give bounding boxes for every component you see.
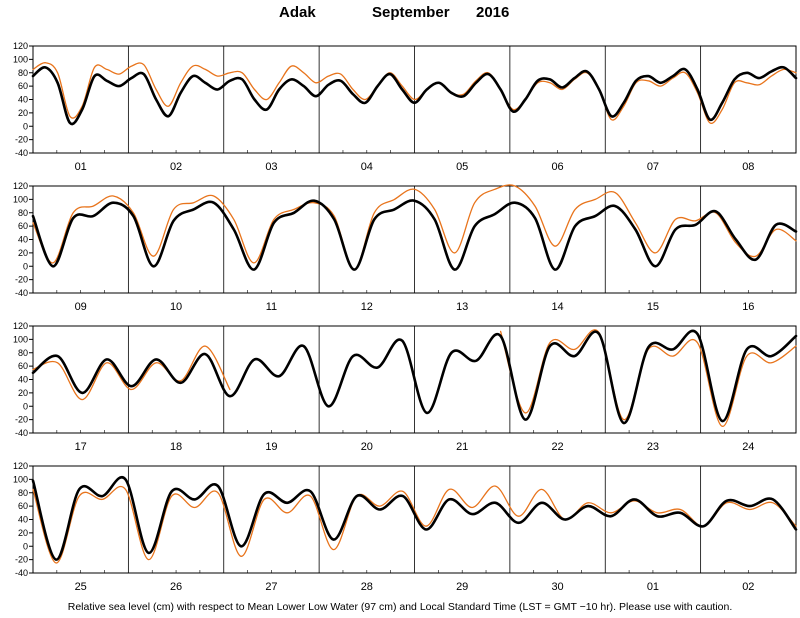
day-label: 09 xyxy=(75,301,87,313)
y-tick-label: 20 xyxy=(18,528,28,538)
y-tick-label: -20 xyxy=(15,275,28,285)
day-label: 27 xyxy=(265,581,277,593)
y-tick-label: -20 xyxy=(15,415,28,425)
y-tick-label: 60 xyxy=(18,221,28,231)
y-tick-label: -40 xyxy=(15,428,28,438)
y-tick-label: -20 xyxy=(15,555,28,565)
y-tick-label: 0 xyxy=(23,401,28,411)
day-label: 11 xyxy=(266,301,277,313)
observed-series-line xyxy=(32,62,797,125)
y-tick-label: -40 xyxy=(15,568,28,578)
day-label: 10 xyxy=(170,301,182,313)
observed-series-line xyxy=(32,184,797,271)
y-tick-label: 0 xyxy=(23,121,28,131)
day-label: 04 xyxy=(361,161,373,173)
station-name: Adak xyxy=(279,4,316,21)
panel-2: -40 -20 0 20 40 60 80 100 120 09 10 11 12 13 14 15 16 xyxy=(13,181,798,313)
panel-4: -40 -20 0 20 40 60 80 100 120 25 26 27 28 29 30 01 02 xyxy=(13,461,798,593)
y-tick-label: 120 xyxy=(13,321,28,331)
y-tick-label: 80 xyxy=(18,488,28,498)
day-label: 01 xyxy=(647,581,659,593)
footer-note: Relative sea level (cm) with respect to … xyxy=(67,601,733,613)
panel-3: -40 -20 0 20 40 60 80 100 120 17 18 19 20 21 22 23 24 xyxy=(13,321,798,453)
y-tick-label: 20 xyxy=(18,248,28,258)
day-label: 19 xyxy=(265,441,277,453)
day-label: 18 xyxy=(170,441,182,453)
day-label: 21 xyxy=(456,441,468,453)
y-tick-label: 120 xyxy=(13,181,28,191)
y-tick-label: 80 xyxy=(18,348,28,358)
y-tick-label: 40 xyxy=(18,235,28,245)
y-tick-label: 20 xyxy=(18,388,28,398)
observed-series-line xyxy=(499,329,797,427)
y-tick-label: 40 xyxy=(18,515,28,525)
y-tick-label: 80 xyxy=(18,68,28,78)
day-label: 06 xyxy=(551,161,563,173)
predicted-series-line xyxy=(31,329,798,425)
day-label: 15 xyxy=(647,301,659,313)
y-tick-label: 120 xyxy=(13,41,28,51)
y-tick-label: 100 xyxy=(13,334,28,344)
chart-title: Adak September 2016 xyxy=(0,4,800,26)
day-label: 02 xyxy=(170,161,182,173)
y-tick-label: 0 xyxy=(23,541,28,551)
y-tick-label: 60 xyxy=(18,361,28,371)
day-label: 12 xyxy=(361,301,373,313)
title-year: 2016 xyxy=(476,4,510,21)
y-tick-label: 80 xyxy=(18,208,28,218)
day-label: 05 xyxy=(456,161,468,173)
day-label: 13 xyxy=(456,301,468,313)
day-label: 28 xyxy=(361,581,373,593)
y-tick-label: 40 xyxy=(18,95,28,105)
predicted-series-line xyxy=(31,199,798,271)
predicted-series-line xyxy=(31,476,798,561)
y-tick-label: -40 xyxy=(15,148,28,158)
y-tick-label: 100 xyxy=(13,194,28,204)
day-label: 03 xyxy=(265,161,277,173)
day-label: 07 xyxy=(647,161,659,173)
y-tick-label: -20 xyxy=(15,135,28,145)
day-label: 22 xyxy=(551,441,563,453)
y-tick-label: 100 xyxy=(13,474,28,484)
day-label: 17 xyxy=(75,441,87,453)
y-tick-label: 120 xyxy=(13,461,28,471)
day-label: 02 xyxy=(742,581,754,593)
y-tick-label: -40 xyxy=(15,288,28,298)
panel-1: -40 -20 0 20 40 60 80 100 120 01 02 03 04 05 06 07 08 xyxy=(13,41,798,173)
day-label: 16 xyxy=(742,301,754,313)
day-label: 20 xyxy=(361,441,373,453)
y-tick-label: 100 xyxy=(13,54,28,64)
day-label: 08 xyxy=(742,161,754,173)
day-label: 30 xyxy=(551,581,563,593)
observed-series-line xyxy=(32,345,231,401)
day-label: 01 xyxy=(75,161,87,173)
day-label: 29 xyxy=(456,581,468,593)
y-tick-label: 20 xyxy=(18,108,28,118)
observed-series-line xyxy=(32,485,797,564)
day-label: 25 xyxy=(75,581,87,593)
day-label: 24 xyxy=(742,441,754,453)
title-month: September xyxy=(372,4,450,21)
y-tick-label: 0 xyxy=(23,261,28,271)
predicted-series-line xyxy=(31,65,798,126)
day-label: 26 xyxy=(170,581,182,593)
y-tick-label: 60 xyxy=(18,501,28,511)
y-tick-label: 40 xyxy=(18,375,28,385)
day-label: 14 xyxy=(551,301,563,313)
day-label: 23 xyxy=(647,441,659,453)
y-tick-label: 60 xyxy=(18,81,28,91)
